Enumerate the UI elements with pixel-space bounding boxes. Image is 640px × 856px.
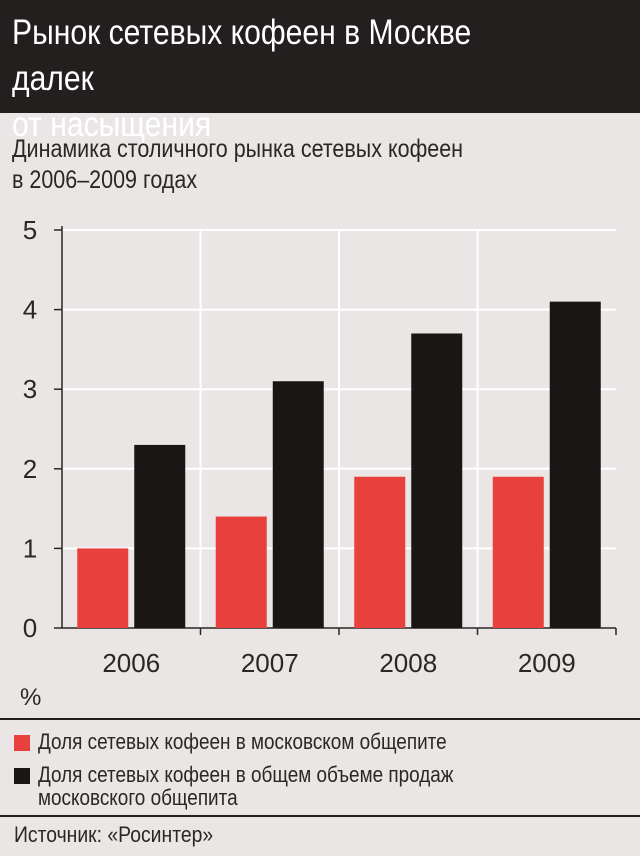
bar-2006-series-2 [134, 444, 186, 628]
legend-divider [0, 718, 640, 720]
legend-label: Доля сетевых кофеен в общем объеме прода… [38, 762, 454, 810]
y-axis-unit: % [20, 684, 42, 711]
bar-2008-series-1 [354, 476, 406, 628]
legend-label: Доля сетевых кофеен в московском общепит… [38, 729, 447, 754]
bar-2008-series-2 [411, 333, 463, 628]
x-tick-label: 2009 [518, 648, 576, 678]
bar-2009-series-2 [549, 301, 601, 628]
bar-2007-series-2 [272, 381, 324, 628]
y-tick-label: 2 [23, 454, 37, 484]
source-note: Источник: «Росинтер» [14, 822, 214, 847]
chart-subtitle: Динамика столичного рынка сетевых кофеен… [12, 135, 464, 194]
header-bar: Рынок сетевых кофеен в Москве далек от н… [0, 0, 640, 144]
legend-swatch-black [14, 768, 30, 784]
y-tick-label: 3 [23, 374, 37, 404]
legend-swatch-red [14, 735, 30, 751]
y-tick-label: 1 [23, 533, 37, 563]
x-tick-label: 2006 [102, 648, 160, 678]
bar-2009-series-1 [492, 476, 544, 628]
bar-chart: 0 1 2 3 4 5 2006 2007 2008 2009 [23, 215, 617, 678]
source-divider [0, 815, 640, 817]
bar-2006-series-1 [77, 548, 129, 628]
y-tick-label: 4 [23, 295, 37, 325]
y-tick-label: 5 [23, 215, 37, 245]
bar-2007-series-1 [215, 516, 267, 628]
chart-title: Рынок сетевых кофеен в Москве далек от н… [12, 13, 472, 144]
y-tick-label: 0 [23, 613, 37, 643]
x-tick-label: 2007 [241, 648, 299, 678]
x-tick-label: 2008 [379, 648, 437, 678]
